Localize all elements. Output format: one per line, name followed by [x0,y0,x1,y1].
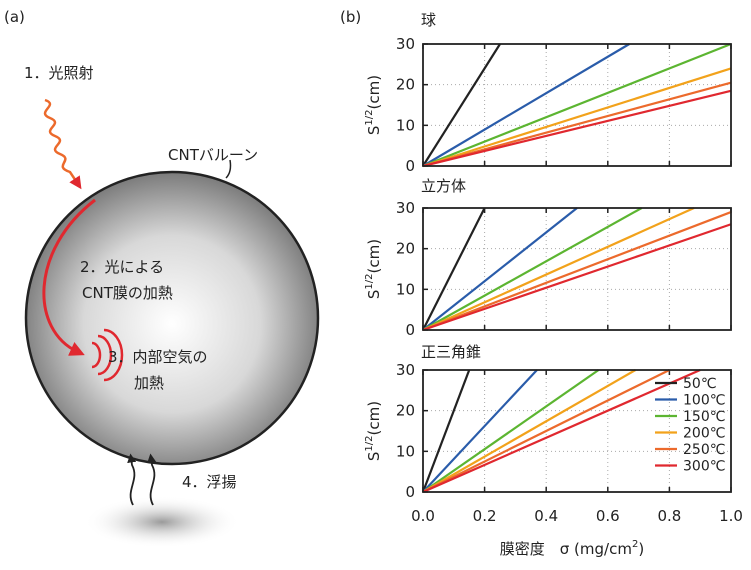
y-tick-label: 20 [396,76,415,94]
legend-label: 50℃ [683,376,717,392]
x-tick-label: 0.2 [473,507,497,525]
balloon-label: CNTバルーン [168,146,258,164]
y-axis-label: S1/2(cm) [364,75,383,135]
step-label: 1．光照射 [24,64,94,82]
series-line [423,44,731,166]
series-line [423,208,577,330]
y-tick-label: 0 [405,157,415,175]
series-line [423,370,700,492]
y-tick-label: 30 [396,35,415,53]
y-axis-label-base: S [365,452,383,462]
x-tick-label: 0.8 [657,507,681,525]
legend-label: 250℃ [683,442,725,458]
series-line [423,370,599,492]
x-tick-label: 0.4 [534,507,558,525]
y-axis-label-base: S [365,290,383,300]
x-tick-label: 0.0 [411,507,435,525]
y-tick-label: 20 [396,402,415,420]
y-tick-label: 20 [396,240,415,258]
y-axis-label-base: S [365,126,383,136]
y-tick-label: 30 [396,199,415,217]
series-line [423,83,731,166]
series-line [423,68,731,166]
step-label: CNT膜の加熱 [82,284,173,302]
y-axis-label: S1/2(cm) [364,401,383,461]
series-line [423,212,731,330]
y-tick-label: 10 [396,116,415,134]
light-wave [45,100,78,184]
series-line [423,370,669,492]
y-axis-label-unit: (cm) [365,239,383,274]
step-label: 加熱 [134,374,164,392]
legend-label: 150℃ [683,409,725,425]
series-line [423,91,731,166]
chart-title: 球 [421,11,436,29]
shadow [84,496,240,548]
series-line [423,370,636,492]
y-tick-label: 0 [405,483,415,501]
y-axis-label-sup: 1/2 [364,435,375,451]
legend-label: 100℃ [683,393,725,409]
series-line [423,208,694,330]
y-axis-label-unit: (cm) [365,75,383,110]
balloon [26,172,318,464]
x-axis-label-end: ) [638,540,644,558]
step-label: 4．浮揚 [182,473,237,491]
series-line [423,208,642,330]
y-axis-label-unit: (cm) [365,401,383,436]
panel-label: (a) [4,8,25,26]
x-tick-label: 1.0 [719,507,743,525]
x-axis-label-text: 膜密度 σ (mg/cm [500,540,632,558]
y-tick-label: 10 [396,280,415,298]
panel-label: (b) [340,8,361,26]
y-axis-label: S1/2(cm) [364,239,383,299]
figure: (a) (b) 1．光照射 CNTバルーン 2．光による CNT膜の加熱 3．内… [0,0,751,566]
y-axis-label-sup: 1/2 [364,273,375,289]
series-line [423,44,629,166]
legend-label: 200℃ [683,426,725,442]
y-tick-label: 0 [405,321,415,339]
series-line [423,370,537,492]
chart-title: 立方体 [421,177,466,195]
y-tick-label: 10 [396,442,415,460]
legend-label: 300℃ [683,459,725,475]
step-label: 2．光による [80,258,164,276]
y-tick-label: 30 [396,361,415,379]
y-axis-label-sup: 1/2 [364,109,375,125]
step-label: 3．内部空気の [108,348,208,366]
x-tick-label: 0.6 [596,507,620,525]
chart-title: 正三角錐 [421,343,481,361]
x-axis-label: 膜密度 σ (mg/cm2) [500,539,644,558]
